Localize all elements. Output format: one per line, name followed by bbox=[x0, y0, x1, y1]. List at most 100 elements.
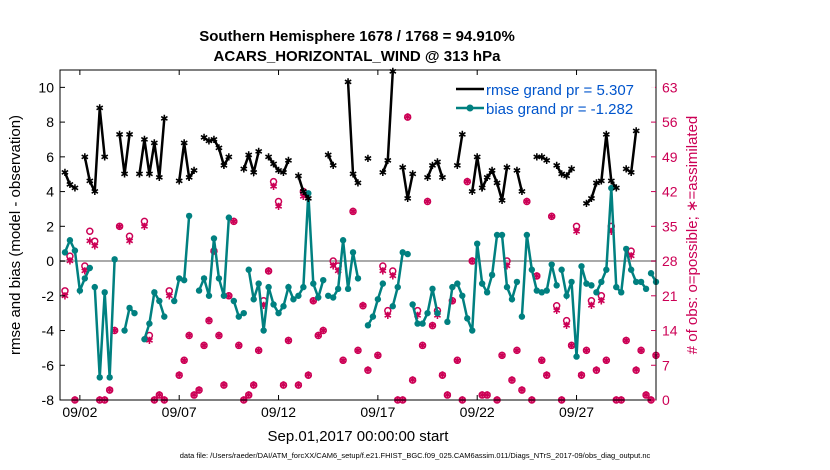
right-y-tick-label: 7 bbox=[662, 357, 670, 373]
obs-assimilated-marker: ✱ bbox=[587, 301, 595, 312]
rmse-series-line bbox=[401, 167, 414, 199]
obs-possible-marker bbox=[215, 331, 223, 340]
obs-possible-marker bbox=[279, 381, 288, 389]
bias-point bbox=[260, 327, 267, 334]
rmse-point: ✱ bbox=[294, 171, 302, 182]
rmse-point: ✱ bbox=[329, 161, 337, 172]
bias-point bbox=[225, 214, 233, 221]
obs-possible-marker bbox=[478, 391, 486, 399]
obs-possible-marker bbox=[284, 336, 293, 345]
bias-point bbox=[255, 280, 262, 287]
obs-possible-marker bbox=[562, 316, 571, 325]
obs-assimilated-marker: ✱ bbox=[478, 391, 486, 402]
bias-point bbox=[295, 292, 302, 299]
obs-assimilated-marker: ✱ bbox=[71, 396, 79, 407]
obs-assimilated-marker: ✱ bbox=[597, 296, 605, 307]
bias-point bbox=[325, 292, 332, 299]
bias-point bbox=[637, 278, 645, 286]
obs-assimilated-marker: ✱ bbox=[81, 266, 89, 277]
rmse-point: ✱ bbox=[240, 165, 248, 176]
left-y-tick-label: 2 bbox=[46, 218, 54, 234]
rmse-point: ✱ bbox=[61, 168, 69, 179]
obs-assimilated-marker: ✱ bbox=[607, 227, 615, 238]
rmse-point: ✱ bbox=[160, 114, 168, 125]
obs-possible-marker bbox=[602, 356, 611, 365]
obs-assimilated-marker: ✱ bbox=[254, 346, 262, 357]
bias-point bbox=[161, 313, 168, 320]
rmse-point: ✱ bbox=[438, 173, 446, 184]
rmse-point: ✱ bbox=[140, 135, 148, 146]
bias-point bbox=[454, 280, 461, 287]
bias-point bbox=[171, 297, 178, 305]
bias-point bbox=[464, 315, 471, 322]
rmse-point: ✱ bbox=[483, 173, 491, 184]
obs-assimilated-marker: ✱ bbox=[513, 346, 521, 357]
bias-point bbox=[528, 266, 536, 273]
rmse-point: ✱ bbox=[612, 184, 620, 195]
obs-assimilated-marker: ✱ bbox=[483, 391, 491, 402]
rmse-series-line bbox=[536, 155, 548, 162]
bias-point bbox=[156, 297, 163, 305]
obs-possible-marker bbox=[428, 321, 437, 330]
obs-possible-marker bbox=[220, 381, 228, 389]
obs-assimilated-marker: ✱ bbox=[180, 356, 188, 367]
right-y-tick-label: 21 bbox=[662, 288, 678, 304]
obs-possible-marker bbox=[508, 376, 516, 384]
obs-assimilated-marker: ✱ bbox=[647, 396, 655, 407]
obs-assimilated-marker: ✱ bbox=[200, 341, 208, 352]
obs-possible-marker bbox=[513, 346, 521, 355]
obs-possible-marker bbox=[91, 237, 99, 245]
obs-possible-marker bbox=[244, 391, 253, 399]
obs-assimilated-marker: ✱ bbox=[150, 396, 158, 407]
bias-point bbox=[603, 266, 610, 273]
obs-possible-marker bbox=[66, 252, 74, 260]
x-tick-label: 09/07 bbox=[162, 404, 197, 420]
rmse-point: ✱ bbox=[250, 168, 258, 179]
obs-assimilated-marker: ✱ bbox=[160, 396, 168, 407]
rmse-series-line bbox=[297, 175, 310, 200]
obs-possible-marker bbox=[552, 301, 561, 310]
obs-assimilated-marker: ✱ bbox=[374, 351, 382, 362]
obs-assimilated-marker: ✱ bbox=[592, 366, 600, 377]
obs-possible-marker bbox=[523, 197, 531, 206]
x-axis-label: Sep.01,2017 00:00:00 start bbox=[268, 428, 450, 445]
bias-point bbox=[344, 285, 352, 293]
chart-title-line1: Southern Hemisphere 1678 / 1768 = 94.910… bbox=[199, 28, 515, 45]
bias-point bbox=[86, 264, 94, 272]
bias-point bbox=[280, 303, 287, 310]
rmse-series-line bbox=[515, 170, 524, 192]
rmse-series-line bbox=[177, 142, 196, 182]
bias-point bbox=[61, 249, 69, 256]
bias-point bbox=[598, 278, 605, 286]
rmse-point: ✱ bbox=[552, 161, 560, 172]
bias-point bbox=[444, 318, 451, 326]
obs-possible-marker bbox=[254, 346, 263, 355]
obs-possible-marker bbox=[538, 356, 546, 365]
obs-possible-marker bbox=[384, 306, 392, 315]
rmse-series-line bbox=[555, 164, 573, 178]
rmse-point: ✱ bbox=[185, 173, 193, 184]
obs-assimilated-marker: ✱ bbox=[493, 396, 501, 407]
obs-possible-marker bbox=[423, 197, 432, 206]
obs-assimilated-marker: ✱ bbox=[379, 266, 387, 277]
obs-assimilated-marker: ✱ bbox=[543, 371, 551, 382]
rmse-point: ✱ bbox=[458, 130, 466, 141]
x-tick-label: 09/12 bbox=[261, 404, 296, 420]
bias-point bbox=[146, 320, 153, 327]
bias-point bbox=[81, 275, 89, 282]
rmse-point: ✱ bbox=[349, 170, 357, 181]
obs-assimilated-marker: ✱ bbox=[433, 311, 441, 322]
obs-assimilated-marker: ✱ bbox=[523, 197, 531, 208]
rmse-point: ✱ bbox=[125, 130, 133, 141]
rmse-point: ✱ bbox=[592, 178, 600, 189]
bias-point bbox=[374, 296, 382, 303]
rmse-series-line bbox=[138, 118, 166, 178]
obs-assimilated-marker: ✱ bbox=[339, 356, 347, 367]
bias-point bbox=[623, 245, 630, 253]
bias-point bbox=[339, 237, 347, 244]
rmse-point: ✱ bbox=[245, 151, 253, 162]
obs-assimilated-marker: ✱ bbox=[567, 341, 575, 352]
obs-assimilated-marker: ✱ bbox=[408, 376, 416, 387]
bias-point bbox=[91, 283, 98, 291]
bias-point bbox=[349, 249, 357, 256]
